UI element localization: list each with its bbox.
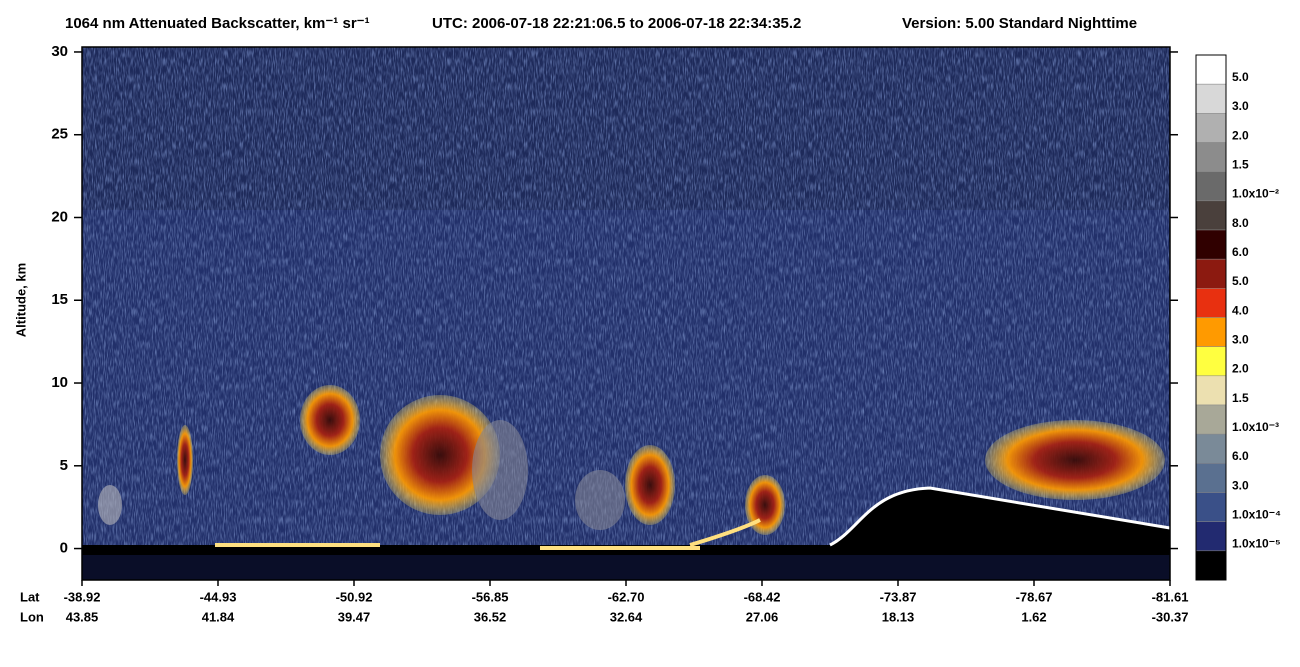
colorbar-label: 8.0: [1232, 216, 1249, 230]
cloud: [300, 385, 360, 455]
y-tick-label: 15: [51, 291, 68, 308]
cloud: [380, 395, 500, 515]
colorbar-swatch: [1195, 375, 1227, 406]
colorbar-label: 3.0: [1232, 332, 1249, 346]
row-name: Lon: [20, 609, 44, 624]
time-range: UTC: 2006-07-18 22:21:06.5 to 2006-07-18…: [432, 15, 801, 32]
colorbar-swatch: [1195, 492, 1227, 522]
lat-label: -50.92: [336, 589, 373, 604]
colorbar-swatch: [1195, 113, 1227, 143]
lat-label: -81.61: [1152, 589, 1189, 604]
colorbar-label: 1.0x10⁻⁴: [1232, 507, 1281, 521]
cloud: [745, 475, 785, 535]
clouds: [98, 385, 1165, 535]
colorbar-swatch: [1195, 258, 1227, 289]
lon-label: 41.84: [202, 609, 235, 624]
colorbar-label: 5.0: [1232, 274, 1249, 288]
lat-label: -38.92: [64, 589, 101, 604]
plot-area: [81, 46, 1171, 581]
surface-return: [215, 518, 761, 550]
colorbar-swatch: [1195, 54, 1227, 85]
colorbar-swatch: [1195, 171, 1227, 202]
cloud: [575, 470, 625, 530]
lon-label: 27.06: [746, 609, 779, 624]
lat-label: -44.93: [200, 589, 237, 604]
colorbar-swatch: [1195, 317, 1227, 347]
colorbar-label: 5.0: [1232, 70, 1249, 84]
colorbar-label: 1.0x10⁻²: [1232, 187, 1279, 201]
row-name: Lat: [20, 589, 40, 604]
colorbar-swatch: [1195, 229, 1227, 260]
cloud: [625, 445, 675, 525]
cloud: [98, 485, 122, 525]
colorbar-swatch: [1195, 142, 1227, 172]
cloud: [177, 425, 193, 495]
cloud: [472, 420, 528, 520]
y-tick-label: 25: [51, 126, 68, 143]
lat-label: -56.85: [472, 589, 509, 604]
subsurface: [82, 555, 1170, 580]
colorbar-label: 1.5: [1232, 157, 1249, 171]
colorbar-label: 2.0: [1232, 128, 1249, 142]
version: Version: 5.00 Standard Nighttime: [902, 15, 1137, 32]
y-tick-label: 0: [60, 540, 68, 557]
y-tick-label: 5: [60, 457, 68, 474]
lon-label: 32.64: [610, 609, 643, 624]
y-axis-label: Altitude, km: [13, 263, 28, 337]
y-tick-label: 10: [51, 374, 68, 391]
colorbar-frame: [1195, 54, 1227, 581]
colorbar-swatch: [1195, 521, 1227, 552]
lat-label: -68.42: [744, 589, 781, 604]
ground: [82, 488, 1170, 555]
lat-label: -78.67: [1016, 589, 1053, 604]
surface: [829, 486, 1171, 547]
colorbar-label: 6.0: [1232, 245, 1249, 259]
y-tick-label: 20: [51, 208, 68, 225]
colorbar-swatch: [1195, 288, 1227, 318]
lon-label: 39.47: [338, 609, 371, 624]
lon-label: 43.85: [66, 609, 99, 624]
colorbar-swatch: [1195, 200, 1227, 231]
lon-label: 1.62: [1021, 609, 1046, 624]
colorbar-label: 4.0: [1232, 303, 1249, 317]
colorbar-label: 3.0: [1232, 478, 1249, 492]
colorbar-swatch: [1195, 83, 1227, 114]
lon-label: -30.37: [1152, 609, 1189, 624]
colorbar-swatch: [1195, 463, 1227, 493]
y-tick-label: 30: [51, 43, 68, 60]
cloud: [985, 420, 1165, 500]
colorbar-label: 6.0: [1232, 449, 1249, 463]
colorbar-label: 3.0: [1232, 99, 1249, 113]
colorbar-label: 1.5: [1232, 391, 1249, 405]
colorbar-swatch: [1195, 346, 1227, 377]
lon-label: 18.13: [882, 609, 915, 624]
colorbar-label: 1.0x10⁻³: [1232, 420, 1279, 434]
lat-label: -62.70: [608, 589, 645, 604]
colorbar-swatch: [1195, 550, 1227, 581]
lon-label: 36.52: [474, 609, 507, 624]
colorbar-swatch: [1195, 433, 1227, 464]
colorbar-label: 1.0x10⁻⁵: [1232, 537, 1281, 551]
lat-label: -73.87: [880, 589, 917, 604]
chart-title: 1064 nm Attenuated Backscatter, km⁻¹ sr⁻…: [65, 15, 370, 32]
colorbar-swatch: [1195, 404, 1227, 435]
colorbar-label: 2.0: [1232, 362, 1249, 376]
